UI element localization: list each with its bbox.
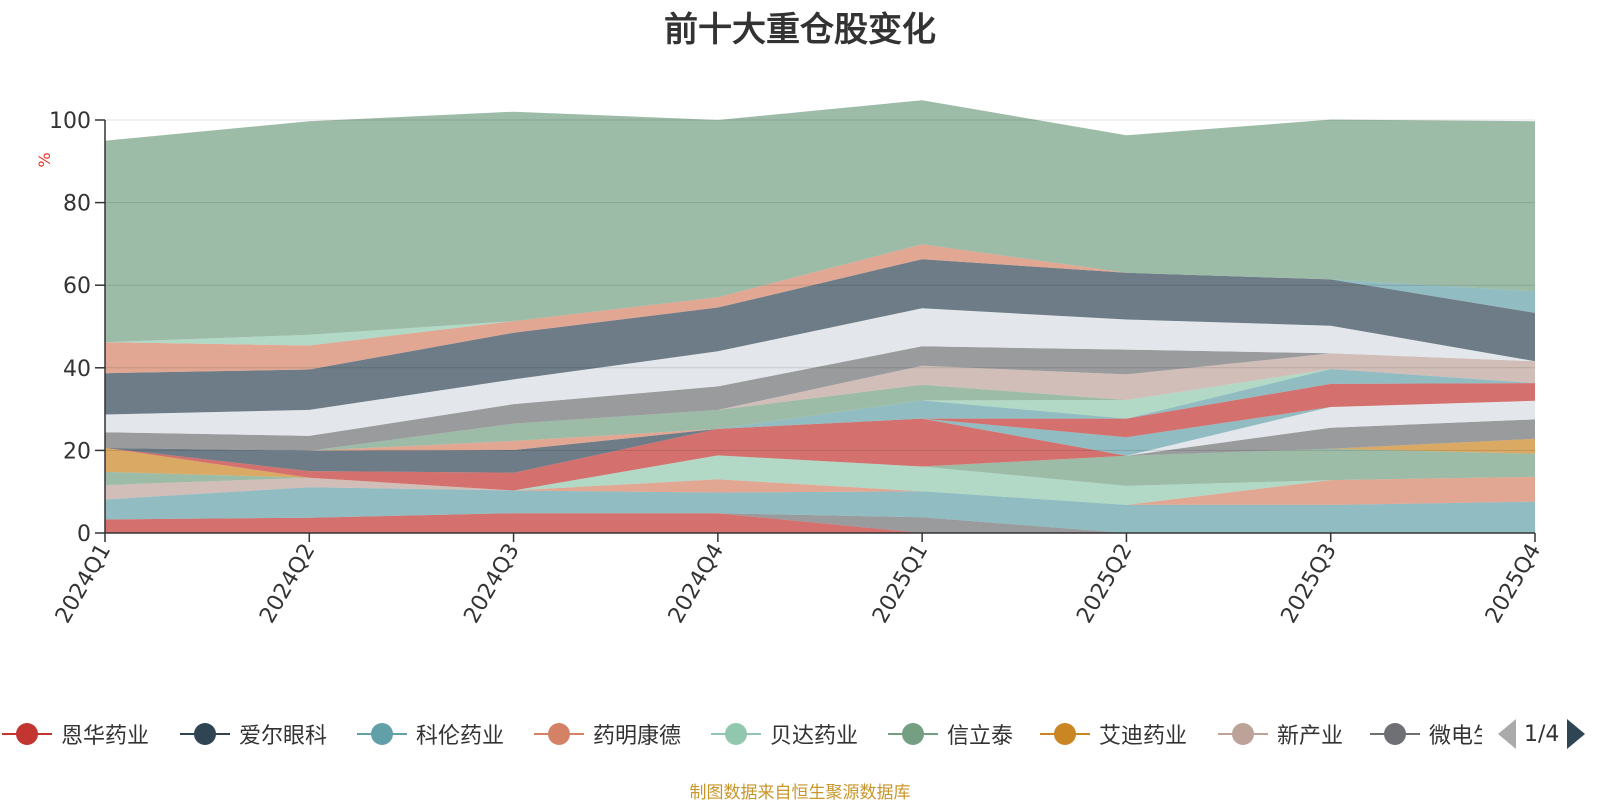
legend-item[interactable]: 新产业 (1218, 716, 1343, 752)
legend-item[interactable]: 微电生理 (1370, 716, 1482, 752)
legend-item[interactable]: 恩华药业 (2, 716, 149, 752)
legend-marker-icon (1218, 720, 1268, 748)
y-tick-label: 40 (63, 357, 91, 382)
x-tick-label: 2025Q3 (1277, 540, 1342, 628)
legend-item[interactable]: 爱尔眼科 (180, 716, 327, 752)
area-series-28 (105, 100, 1535, 343)
legend-item[interactable]: 科伦药业 (357, 716, 504, 752)
area-series-4 (105, 476, 1535, 505)
legend-marker-icon (711, 720, 761, 748)
area-series-26 (105, 244, 1535, 374)
legend-item[interactable]: 艾迪药业 (1040, 716, 1187, 752)
legend-label: 微电生理 (1429, 724, 1482, 749)
area-series-20 (105, 369, 1535, 451)
legend-next-icon[interactable] (1567, 719, 1586, 749)
area-series-2 (105, 513, 1535, 533)
legend-track: 恩华药业 爱尔眼科 科伦药业 药明康德 贝达药业 信立泰 艾迪药业 新产业 微电生理 (0, 716, 1482, 756)
area-series-23 (105, 308, 1535, 436)
legend-label: 新产业 (1277, 724, 1344, 749)
legend-label: 恩华药业 (61, 724, 150, 749)
legend-marker-icon (534, 720, 584, 748)
x-tick-label: 2025Q1 (868, 540, 933, 628)
area-series-18 (105, 369, 1535, 451)
legend-label: 贝达药业 (770, 724, 859, 749)
area-series-15 (105, 400, 1535, 456)
legend-item[interactable]: 药明康德 (534, 716, 681, 752)
y-axis-unit: % (35, 152, 54, 167)
source-note: 制图数据来自恒生聚源数据库 (689, 783, 911, 803)
x-tick-label: 2024Q4 (664, 540, 729, 628)
legend-pager: 1/4 (1498, 716, 1586, 752)
y-tick-label: 80 (63, 192, 91, 217)
legend-label: 爱尔眼科 (239, 724, 328, 749)
area-series-6 (105, 455, 1535, 500)
chart-title: 前十大重仓股变化 (664, 10, 936, 50)
legend-item[interactable]: 贝达药业 (711, 716, 858, 752)
legend-item[interactable]: 信立泰 (888, 716, 1013, 752)
y-tick-label: 20 (63, 439, 91, 464)
y-tick-label: 0 (77, 522, 91, 547)
area-series-1 (105, 513, 1535, 533)
legend-label: 艾迪药业 (1099, 724, 1188, 749)
legend-marker-icon (1370, 720, 1420, 748)
axes (95, 119, 1536, 542)
legend-marker-icon (888, 720, 938, 748)
legend-marker-icon (2, 720, 52, 748)
y-tick-label: 100 (49, 109, 91, 134)
legend-page-indicator: 1/4 (1524, 721, 1560, 747)
area-series-14 (105, 400, 1535, 456)
area-series-10 (105, 418, 1535, 473)
x-tick-label: 2024Q2 (255, 540, 320, 628)
area-series-24 (105, 259, 1535, 415)
x-tick-label: 2024Q3 (459, 540, 524, 628)
area-series-3 (105, 487, 1535, 533)
y-tick-label: 60 (63, 274, 91, 299)
area-series-7 (105, 448, 1535, 491)
x-tick-label: 2025Q4 (1481, 540, 1546, 628)
x-tick-label: 2025Q2 (1072, 540, 1137, 628)
legend-marker-icon (1040, 720, 1090, 748)
stacked-area-chart: 0 20 40 60 80 100 2024Q1 2024Q2 2024Q3 2024Q4 2025… (35, 100, 1546, 628)
legend-marker-icon (357, 720, 407, 748)
area-series-22 (105, 346, 1535, 451)
area-series-layer (105, 100, 1535, 533)
legend-marker-icon (180, 720, 230, 748)
area-series-5 (105, 455, 1535, 505)
area-series-9 (105, 418, 1535, 491)
legend-prev-icon[interactable] (1498, 719, 1516, 749)
legend-label: 信立泰 (947, 724, 1014, 749)
x-tick-label: 2024Q1 (51, 540, 116, 628)
legend-label: 药明康德 (593, 724, 682, 749)
legend-label: 科伦药业 (416, 724, 505, 749)
area-series-21 (105, 353, 1535, 451)
legend: 恩华药业 爱尔眼科 科伦药业 药明康德 贝达药业 信立泰 艾迪药业 新产业 微电生理 1/4 (0, 716, 1600, 756)
area-series-16 (105, 383, 1535, 451)
